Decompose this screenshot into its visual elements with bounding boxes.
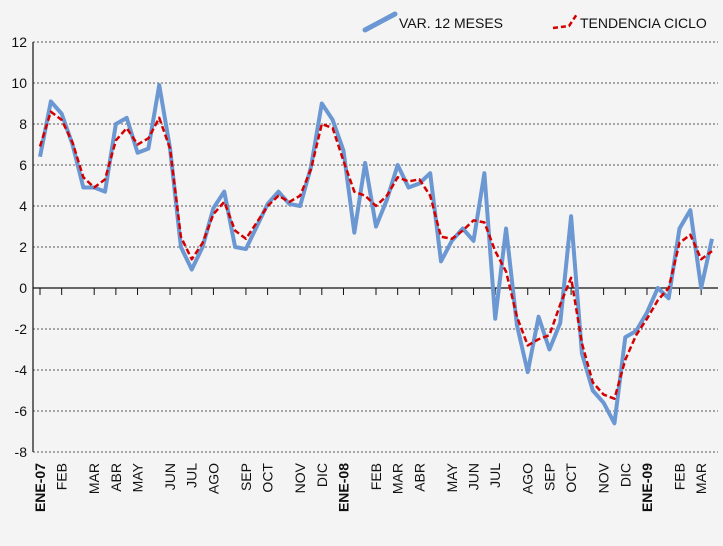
x-tick-label: JUN [162, 463, 178, 490]
y-tick-label: 6 [19, 157, 27, 173]
legend-icon [362, 11, 398, 33]
y-tick-label: -8 [15, 444, 28, 460]
y-tick-label: -2 [15, 321, 28, 337]
x-tick-label: DIC [314, 463, 330, 487]
x-tick-label: SEP [541, 463, 557, 491]
legend-label: VAR. 12 MESES [399, 15, 503, 31]
x-tick-label: FEB [54, 463, 70, 490]
series-line [38, 110, 713, 400]
x-tick-label: ENE-07 [32, 463, 48, 512]
x-tick-label: AGO [205, 463, 221, 494]
x-tick-label: FEB [671, 463, 687, 490]
x-tick-label: SEP [238, 463, 254, 491]
x-tick-label: JUN [466, 463, 482, 490]
y-tick-label: 10 [11, 75, 27, 91]
legend-label: TENDENCIA CICLO [580, 15, 707, 31]
y-tick-label: -6 [15, 403, 28, 419]
x-tick-label: MAR [390, 463, 406, 494]
y-tick-label: 2 [19, 239, 27, 255]
series-line [38, 83, 714, 426]
x-tick-label: ENE-09 [639, 463, 655, 512]
y-tick-label: 8 [19, 116, 27, 132]
y-tick-label: 4 [19, 198, 27, 214]
x-tick-label: JUL [184, 463, 200, 488]
x-tick-label: MAR [693, 463, 709, 494]
x-tick-label: MAR [86, 463, 102, 494]
legend-icon [552, 13, 579, 30]
x-tick-label: MAY [130, 462, 146, 492]
x-tick-label: NOV [596, 462, 612, 493]
x-tick-label: OCT [260, 463, 276, 493]
y-tick-label: 0 [19, 280, 27, 296]
x-tick-label: FEB [368, 463, 384, 490]
x-tick-label: DIC [617, 463, 633, 487]
x-tick-label: AGO [520, 463, 536, 494]
x-tick-label: OCT [563, 463, 579, 493]
x-tick-label: ABR [108, 463, 124, 492]
x-tick-label: MAY [444, 462, 460, 492]
x-tick-label: NOV [292, 462, 308, 493]
y-tick-label: -4 [15, 362, 28, 378]
x-tick-label: JUL [487, 463, 503, 488]
y-tick-label: 12 [11, 34, 27, 50]
x-tick-label: ENE-08 [335, 463, 351, 512]
x-tick-label: ABR [411, 463, 427, 492]
